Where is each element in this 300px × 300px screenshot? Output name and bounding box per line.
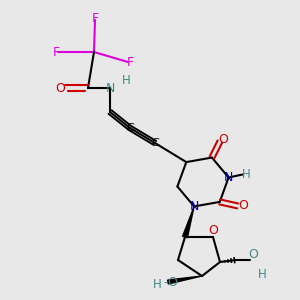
Text: F: F	[126, 56, 134, 68]
Text: H: H	[122, 74, 130, 88]
Text: O: O	[208, 224, 218, 238]
Text: F: F	[52, 46, 60, 59]
Text: O: O	[218, 133, 228, 146]
Text: H: H	[258, 268, 266, 281]
Text: F: F	[92, 13, 99, 26]
Text: O: O	[167, 277, 177, 290]
Text: C: C	[151, 138, 159, 148]
Text: H: H	[242, 168, 251, 181]
Text: C: C	[126, 123, 134, 133]
Text: N: N	[105, 82, 115, 94]
Text: N: N	[189, 200, 199, 213]
Polygon shape	[183, 206, 194, 238]
Text: O: O	[55, 82, 65, 94]
Text: N: N	[224, 171, 233, 184]
Text: O: O	[238, 200, 247, 212]
Polygon shape	[168, 276, 202, 284]
Text: O: O	[248, 248, 258, 262]
Text: H: H	[153, 278, 162, 290]
Text: -: -	[164, 277, 168, 290]
